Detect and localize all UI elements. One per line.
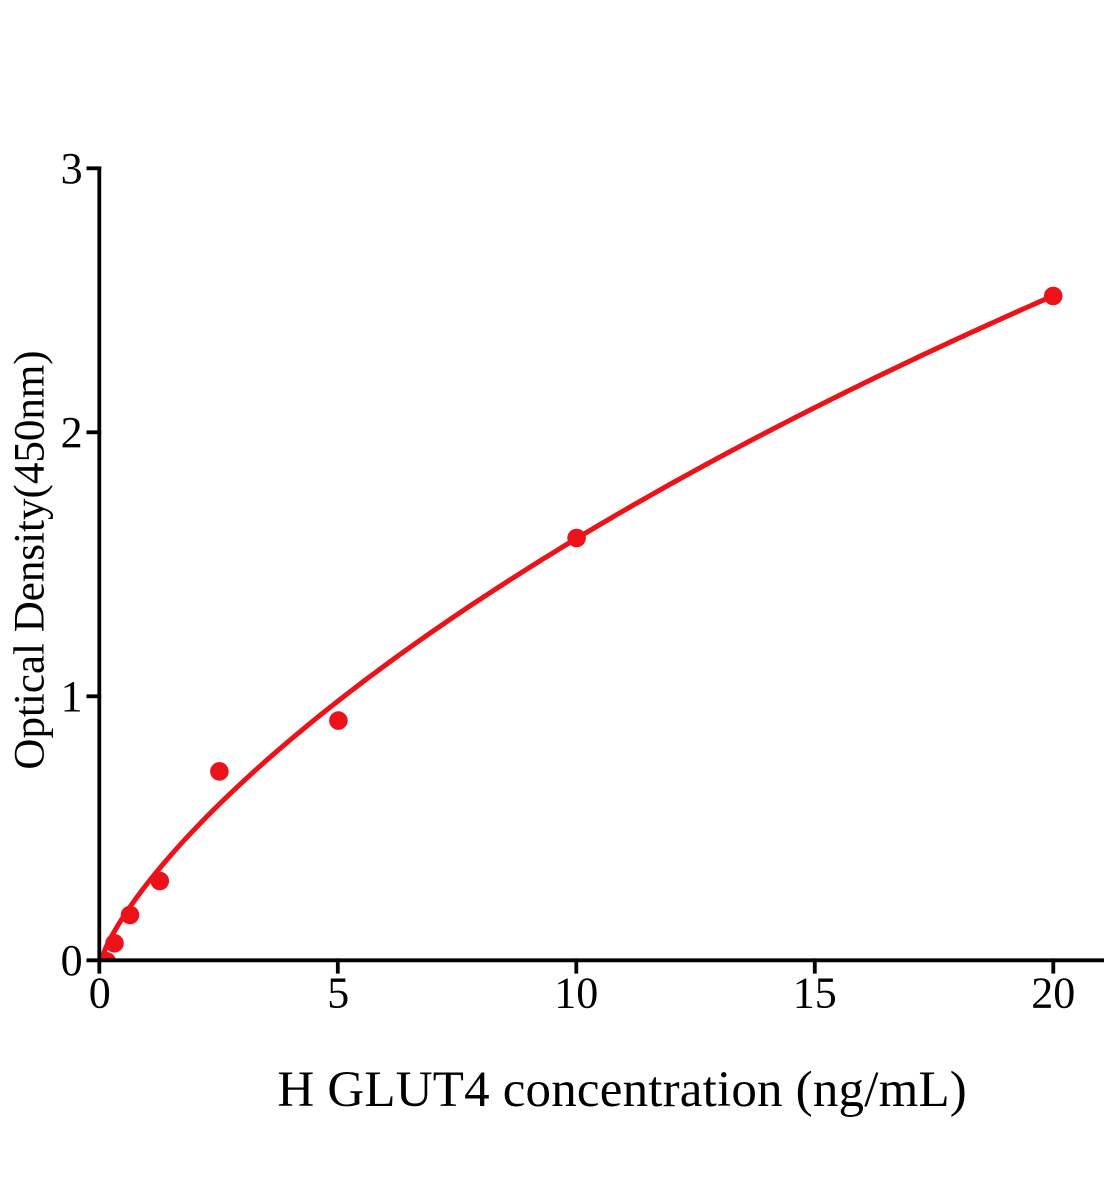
- svg-text:10: 10: [554, 969, 598, 1018]
- svg-text:3: 3: [61, 144, 83, 193]
- svg-text:15: 15: [793, 969, 837, 1018]
- svg-text:1: 1: [61, 672, 83, 721]
- svg-text:Optical Density(450nm): Optical Density(450nm): [7, 350, 54, 769]
- svg-text:20: 20: [1031, 969, 1075, 1018]
- svg-text:5: 5: [327, 969, 349, 1018]
- svg-text:0: 0: [61, 936, 83, 985]
- svg-text:2: 2: [61, 408, 83, 457]
- svg-text:0: 0: [89, 969, 111, 1018]
- svg-text:H GLUT4 concentration (ng/mL): H GLUT4 concentration (ng/mL): [277, 1062, 967, 1118]
